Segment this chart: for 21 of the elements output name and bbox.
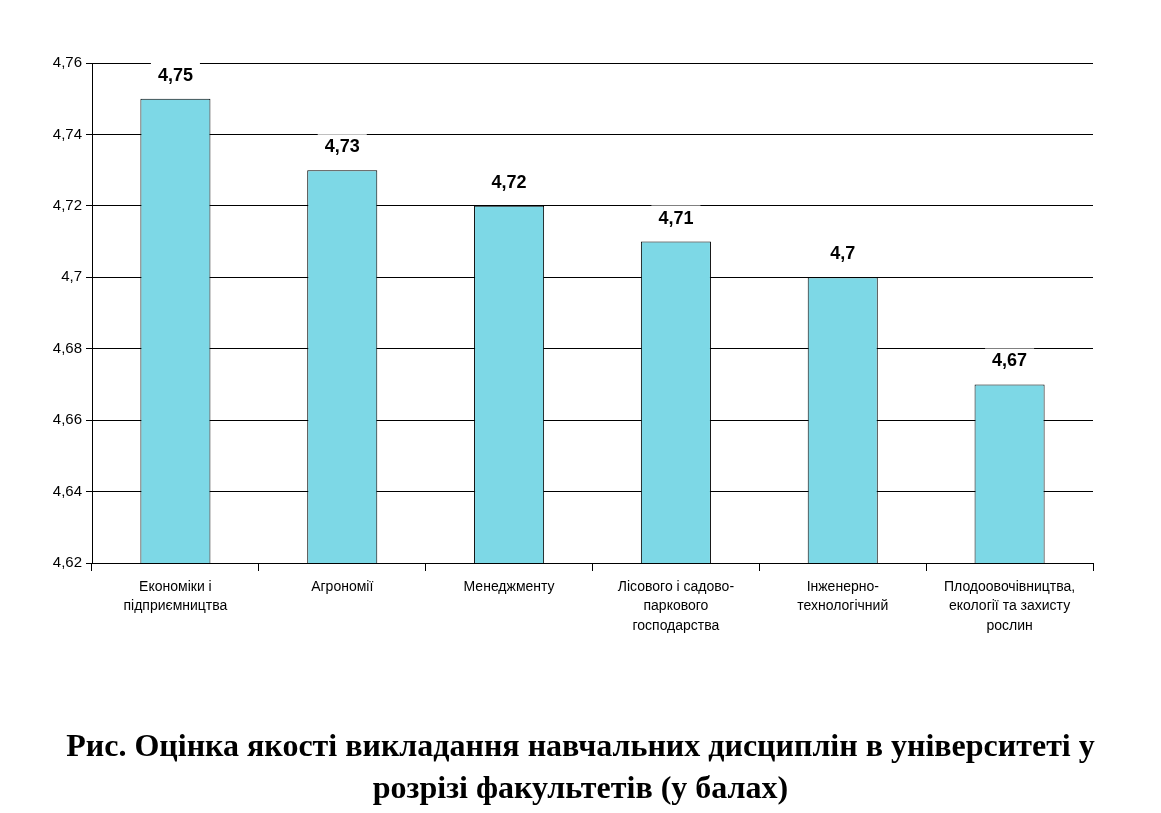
x-tick-label: Лісового і садово-паркового господарства <box>617 577 735 633</box>
x-tick-label: Агрономії <box>311 577 374 594</box>
y-tick-label: 4,76 <box>52 53 82 71</box>
x-tick-label: Менеджменту <box>463 577 555 594</box>
data-label: 4,72 <box>491 171 527 192</box>
y-tick-label: 4,68 <box>52 338 82 356</box>
y-tick-label: 4,66 <box>52 410 82 428</box>
data-label: 4,7 <box>830 243 856 264</box>
y-tick-label: 4,7 <box>61 267 82 285</box>
x-tick-label: Інженерно-технологічний <box>797 577 889 614</box>
x-tick-label: Економіки і підприємництва <box>123 577 228 614</box>
data-label: 4,75 <box>157 64 193 85</box>
y-tick-label: 4,62 <box>52 553 82 571</box>
y-tick-label: 4,64 <box>52 481 82 499</box>
text: Рис. Оцінка якості викладання навчальних дисциплін в університеті у розрізі факультетів (у балах) <box>65 726 1096 807</box>
data-label: 4,73 <box>324 136 360 157</box>
x-tick-label: Плодоовочівництва, екології та захисту рослин <box>944 577 1076 633</box>
data-label: 4,67 <box>992 350 1028 371</box>
y-tick-label: 4,72 <box>52 196 82 213</box>
data-label: 4,71 <box>658 207 694 228</box>
y-tick-label: 4,74 <box>52 124 82 142</box>
